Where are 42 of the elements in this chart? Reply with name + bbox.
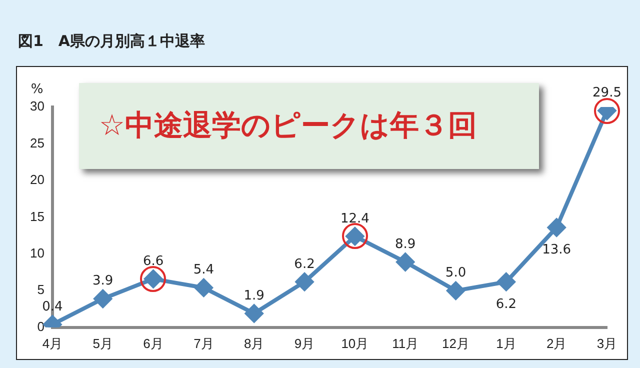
text: 1.9: [244, 288, 264, 304]
point: [245, 304, 264, 322]
y-tick-label: 15: [30, 208, 44, 224]
y-tick-label: 0: [37, 318, 44, 334]
x-tick-label: 7月: [194, 336, 214, 351]
y-tick-label: 20: [30, 172, 44, 188]
annotation: ☆中途退学のピークは年３回: [79, 83, 539, 169]
text: 5.0: [445, 266, 466, 281]
text: 3.9: [92, 274, 114, 289]
point: [446, 282, 465, 300]
chart-title: 図1 A県の月別高１中退率: [18, 32, 206, 51]
x-tick-label: 4月: [42, 336, 63, 351]
x-tick-label: 10月: [341, 336, 369, 351]
point: [94, 290, 112, 308]
x-tick-label: 5月: [92, 336, 113, 351]
x-tick-label: 12月: [442, 336, 470, 351]
text: 13.6: [542, 242, 572, 258]
y-tick-label: 25: [30, 135, 44, 150]
point: [497, 272, 516, 291]
point: [296, 272, 314, 291]
text: 29.5: [592, 86, 622, 101]
x-tick-label: 11月: [392, 336, 419, 351]
y-tick-label: 10: [30, 246, 44, 261]
text: 12.4: [340, 211, 370, 226]
x-tick-label: 8月: [244, 336, 264, 351]
x-tick-label: 3月: [596, 336, 618, 351]
point: [548, 218, 566, 236]
text: 8.9: [395, 237, 416, 252]
x-tick-label: 2月: [546, 336, 567, 351]
text: 6.2: [496, 296, 517, 312]
point: [396, 253, 414, 272]
x-tick-label: 6月: [143, 336, 164, 351]
point: [194, 278, 213, 297]
text: 0.4: [42, 299, 63, 314]
x-tick-label: 9月: [294, 336, 315, 351]
y-tick-label: 30: [30, 98, 44, 114]
y-axis-title: %: [30, 82, 44, 97]
text: 6.2: [294, 256, 315, 272]
text: 5.4: [193, 262, 214, 278]
y-tick-label: 5: [37, 282, 44, 298]
x-tick-label: 1月: [496, 336, 516, 351]
text: 6.6: [142, 254, 164, 269]
